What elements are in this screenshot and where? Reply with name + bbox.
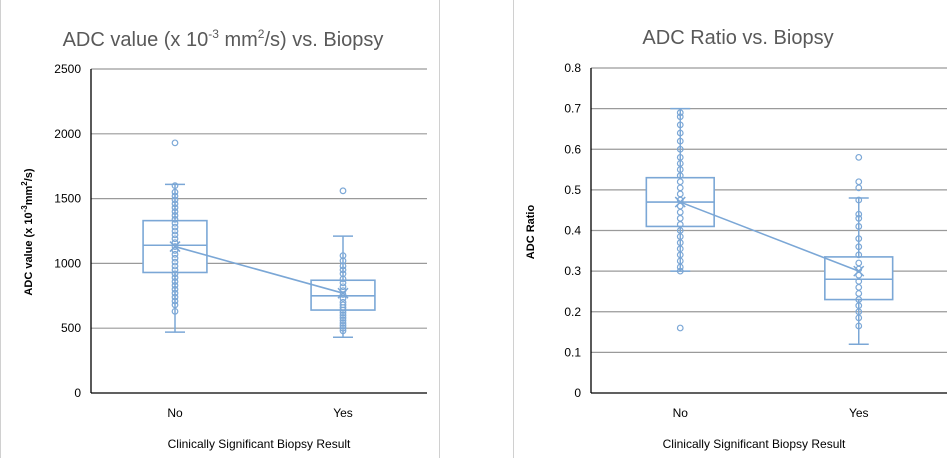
y-axis-label: ADC value (x 10-3mm2/s) (20, 168, 35, 295)
data-point (339, 262, 347, 270)
data-point (171, 250, 179, 258)
x-tick-label: Yes (849, 406, 869, 420)
y-tick-label: 0 (74, 386, 81, 400)
data-point (171, 239, 179, 247)
data-point (855, 214, 863, 222)
data-point (171, 254, 179, 262)
data-point (171, 231, 179, 239)
data-point (855, 251, 863, 259)
data-point (855, 235, 863, 243)
data-point (171, 270, 179, 278)
data-point (339, 291, 347, 298)
data-point (339, 283, 347, 291)
mean-line (174, 245, 344, 294)
data-point (171, 301, 179, 309)
data-point (339, 275, 347, 283)
data-point (676, 109, 684, 117)
data-point (676, 129, 684, 137)
y-tick-label: 0.6 (564, 142, 581, 156)
data-point (171, 282, 179, 289)
data-point (676, 324, 684, 332)
chart-panel-adc-value: ADC value (x 10-3 mm2/s) vs. Biopsy ADC … (0, 0, 440, 458)
data-point (855, 210, 863, 218)
data-point (171, 139, 179, 147)
chart-title: ADC Ratio vs. Biopsy (642, 27, 833, 49)
data-point (171, 297, 179, 305)
data-point (171, 223, 179, 231)
chart-title: ADC value (x 10-3 mm2/s) vs. Biopsy (63, 27, 384, 51)
y-tick-label: 0.7 (564, 102, 581, 116)
y-tick-label: 0.3 (564, 264, 581, 278)
data-point (171, 274, 179, 282)
data-point (676, 145, 684, 153)
data-point (855, 196, 863, 204)
y-tick-label: 0 (574, 386, 581, 400)
data-point (171, 219, 179, 227)
data-point (676, 121, 684, 129)
data-point (676, 267, 684, 275)
data-point (171, 258, 179, 266)
data-point (676, 263, 684, 271)
plot-area: 0 0.1 0.2 0.3 0.4 0.5 0.6 0.7 0.8 No Yes (564, 61, 947, 420)
y-tick-label: 0.5 (564, 183, 581, 197)
y-tick-label: 0.1 (564, 345, 581, 359)
data-point (339, 266, 347, 274)
data-point (855, 243, 863, 251)
data-point (171, 192, 179, 200)
mean-line (679, 201, 860, 272)
chart-adc-value-svg: ADC value (x 10-3 mm2/s) vs. Biopsy ADC … (20, 27, 427, 451)
data-point (339, 187, 347, 195)
data-point (855, 184, 863, 192)
x-axis-label: Clinically Significant Biopsy Result (663, 437, 846, 451)
y-axis-label: ADC Ratio (525, 205, 537, 260)
y-tick-label: 500 (61, 321, 81, 335)
data-point (171, 307, 179, 315)
data-point (339, 279, 347, 287)
data-point (171, 182, 179, 190)
x-tick-label: No (673, 406, 689, 420)
data-point (855, 223, 863, 230)
panel-gap (440, 0, 513, 458)
plot-area: 0 500 1000 1500 2000 2500 No Yes (54, 62, 427, 420)
data-point (855, 322, 863, 330)
y-tick-label: 0.4 (564, 224, 581, 238)
data-point (171, 293, 179, 301)
chart-panel-adc-ratio: ADC Ratio vs. Biopsy ADC Ratio Clinicall… (513, 0, 947, 458)
data-point (171, 278, 179, 285)
data-point (171, 289, 179, 297)
chart-adc-ratio-svg: ADC Ratio vs. Biopsy ADC Ratio Clinicall… (525, 27, 947, 451)
data-point (171, 188, 179, 196)
data-point (339, 294, 347, 302)
data-point (171, 247, 179, 254)
data-point (339, 324, 347, 332)
y-tick-label: 1500 (54, 192, 81, 206)
data-point (171, 227, 179, 235)
data-point (171, 212, 179, 219)
y-tick-label: 2500 (54, 62, 81, 76)
y-tick-label: 1000 (54, 256, 81, 270)
data-point (855, 178, 863, 186)
y-tick-label: 2000 (54, 127, 81, 141)
data-point (171, 200, 179, 208)
data-point (171, 196, 179, 204)
data-point (171, 266, 179, 274)
x-tick-label: Yes (333, 406, 353, 420)
x-tick-label: No (167, 406, 183, 420)
y-tick-label: 0.8 (564, 61, 581, 75)
data-point (171, 262, 179, 270)
data-point (855, 314, 863, 322)
data-point (339, 327, 347, 335)
x-axis-label: Clinically Significant Biopsy Result (168, 437, 351, 451)
y-tick-label: 0.2 (564, 305, 581, 319)
data-point (171, 235, 179, 243)
data-point (855, 153, 863, 161)
data-point (171, 204, 179, 212)
data-point (171, 208, 179, 215)
data-point (171, 285, 179, 293)
data-point (676, 137, 684, 145)
data-point (171, 215, 179, 223)
data-point (676, 113, 684, 121)
